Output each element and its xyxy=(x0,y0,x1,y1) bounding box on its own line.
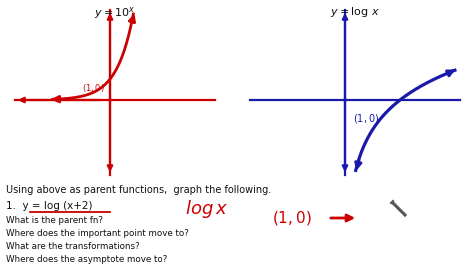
Text: $(1,0)$: $(1,0)$ xyxy=(353,112,379,125)
Text: Where does the important point move to?: Where does the important point move to? xyxy=(6,229,189,238)
Text: $(1,0)$: $(1,0)$ xyxy=(82,82,105,94)
Text: What are the transformations?: What are the transformations? xyxy=(6,242,140,251)
Text: $y = 10^x$: $y = 10^x$ xyxy=(94,5,136,21)
Text: $log\,x$: $log\,x$ xyxy=(185,198,228,220)
Text: $y = \log\,x$: $y = \log\,x$ xyxy=(330,5,380,19)
Text: $(1,0)$: $(1,0)$ xyxy=(272,209,312,227)
Text: What is the parent fn?: What is the parent fn? xyxy=(6,216,103,225)
Text: 1.  y = log (x+2): 1. y = log (x+2) xyxy=(6,201,92,211)
Text: Where does the asymptote move to?: Where does the asymptote move to? xyxy=(6,255,167,264)
Text: Using above as parent functions,  graph the following.: Using above as parent functions, graph t… xyxy=(6,185,271,195)
